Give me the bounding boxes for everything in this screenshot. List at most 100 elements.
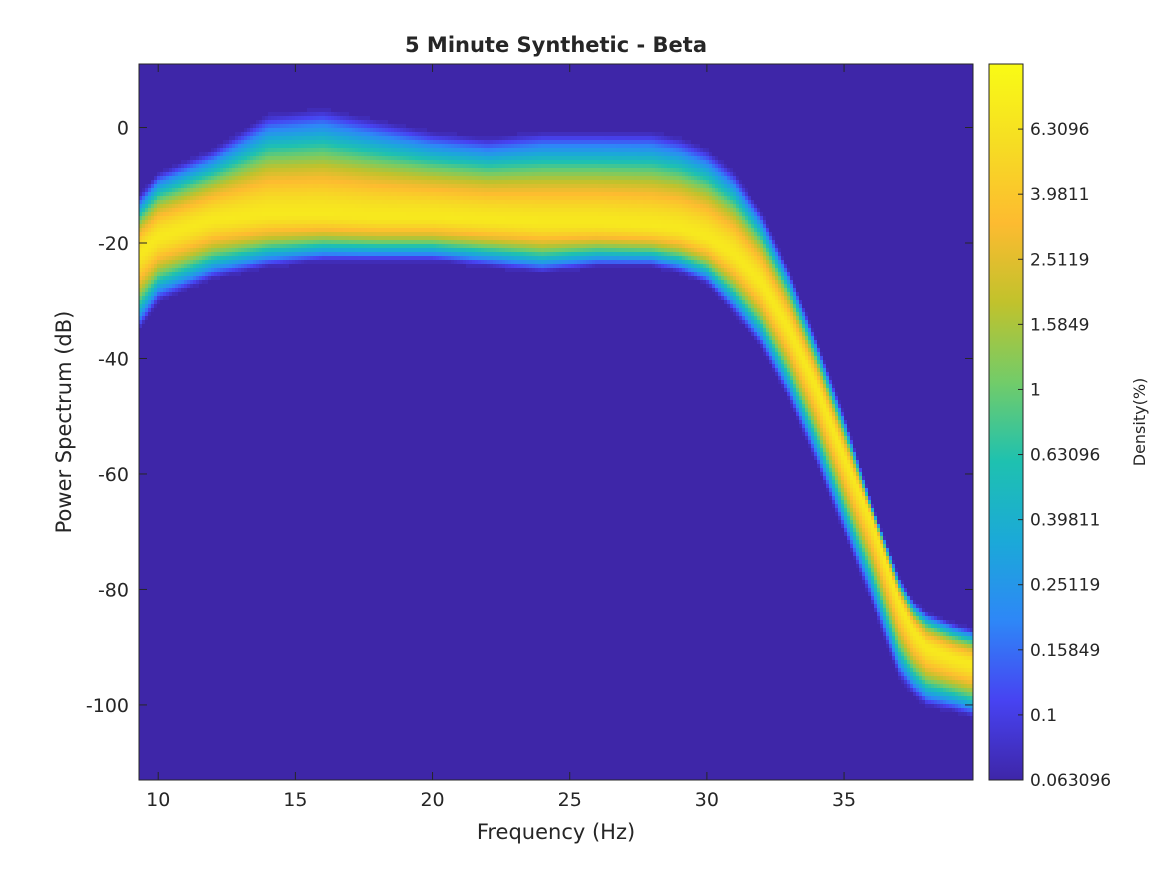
density-cell bbox=[274, 132, 277, 136]
density-cell bbox=[160, 296, 163, 300]
density-cell bbox=[334, 244, 337, 248]
density-cell bbox=[520, 176, 523, 180]
density-cell bbox=[559, 264, 562, 268]
density-cell bbox=[217, 240, 220, 244]
density-cell bbox=[238, 172, 241, 176]
density-cell bbox=[559, 168, 562, 172]
density-cell bbox=[481, 204, 484, 208]
density-cell bbox=[289, 172, 292, 176]
density-cell bbox=[427, 260, 430, 264]
density-cell bbox=[322, 212, 325, 216]
density-cell bbox=[442, 228, 445, 232]
density-cell bbox=[271, 232, 274, 236]
density-cell bbox=[553, 232, 556, 236]
density-cell bbox=[241, 184, 244, 188]
density-cell bbox=[184, 252, 187, 256]
density-cell bbox=[316, 240, 319, 244]
density-cell bbox=[277, 196, 280, 200]
density-cell bbox=[331, 140, 334, 144]
density-cell bbox=[430, 200, 433, 204]
density-cell bbox=[235, 264, 238, 268]
density-cell bbox=[367, 208, 370, 212]
density-cell bbox=[307, 204, 310, 208]
density-cell bbox=[301, 256, 304, 260]
density-cell bbox=[457, 164, 460, 168]
density-cell bbox=[265, 256, 268, 260]
density-cell bbox=[169, 192, 172, 196]
density-cell bbox=[274, 220, 277, 224]
density-cell bbox=[421, 208, 424, 212]
density-cell bbox=[193, 220, 196, 224]
density-cell bbox=[304, 232, 307, 236]
density-cell bbox=[319, 176, 322, 180]
density-cell bbox=[214, 276, 217, 280]
density-cell bbox=[388, 200, 391, 204]
density-cell bbox=[349, 228, 352, 232]
density-cell bbox=[226, 240, 229, 244]
density-cell bbox=[148, 192, 151, 196]
density-cell bbox=[169, 236, 172, 240]
density-cell bbox=[256, 124, 259, 128]
density-cell bbox=[403, 236, 406, 240]
density-cell bbox=[274, 228, 277, 232]
density-cell bbox=[283, 212, 286, 216]
density-cell bbox=[454, 132, 457, 136]
density-cell bbox=[262, 228, 265, 232]
density-cell bbox=[259, 264, 262, 268]
density-cell bbox=[487, 188, 490, 192]
density-cell bbox=[241, 248, 244, 252]
density-cell bbox=[346, 256, 349, 260]
density-cell bbox=[181, 260, 184, 264]
density-cell bbox=[409, 200, 412, 204]
density-cell bbox=[259, 248, 262, 252]
density-cell bbox=[298, 260, 301, 264]
density-cell bbox=[313, 128, 316, 132]
density-cell bbox=[436, 144, 439, 148]
density-cell bbox=[262, 240, 265, 244]
density-cell bbox=[514, 264, 517, 268]
density-cell bbox=[400, 152, 403, 156]
density-cell bbox=[280, 132, 283, 136]
density-cell bbox=[442, 220, 445, 224]
density-cell bbox=[187, 200, 190, 204]
density-cell bbox=[451, 248, 454, 252]
density-cell bbox=[319, 220, 322, 224]
density-cell bbox=[169, 188, 172, 192]
density-cell bbox=[346, 144, 349, 148]
density-cell bbox=[547, 248, 550, 252]
density-cell bbox=[352, 244, 355, 248]
density-cell bbox=[220, 172, 223, 176]
density-cell bbox=[229, 224, 232, 228]
density-cell bbox=[271, 208, 274, 212]
density-cell bbox=[238, 156, 241, 160]
density-cell bbox=[166, 204, 169, 208]
density-cell bbox=[358, 148, 361, 152]
density-cell bbox=[178, 220, 181, 224]
density-cell bbox=[433, 224, 436, 228]
density-cell bbox=[526, 180, 529, 184]
density-cell bbox=[502, 136, 505, 140]
density-cell bbox=[394, 136, 397, 140]
density-cell bbox=[433, 196, 436, 200]
density-cell bbox=[325, 244, 328, 248]
density-cell bbox=[184, 232, 187, 236]
chart-title: 5 Minute Synthetic - Beta bbox=[405, 33, 707, 57]
density-cell bbox=[502, 164, 505, 168]
density-cell bbox=[184, 204, 187, 208]
density-cell bbox=[397, 212, 400, 216]
density-cell bbox=[397, 236, 400, 240]
density-cell bbox=[178, 232, 181, 236]
density-cell bbox=[415, 260, 418, 264]
density-cell bbox=[535, 136, 538, 140]
density-cell bbox=[493, 144, 496, 148]
density-cell bbox=[217, 252, 220, 256]
density-cell bbox=[487, 156, 490, 160]
density-cell bbox=[256, 172, 259, 176]
density-cell bbox=[328, 216, 331, 220]
density-cell bbox=[373, 216, 376, 220]
density-cell bbox=[469, 236, 472, 240]
density-cell bbox=[430, 220, 433, 224]
density-cell bbox=[469, 176, 472, 180]
density-cell bbox=[229, 248, 232, 252]
density-cell bbox=[469, 228, 472, 232]
